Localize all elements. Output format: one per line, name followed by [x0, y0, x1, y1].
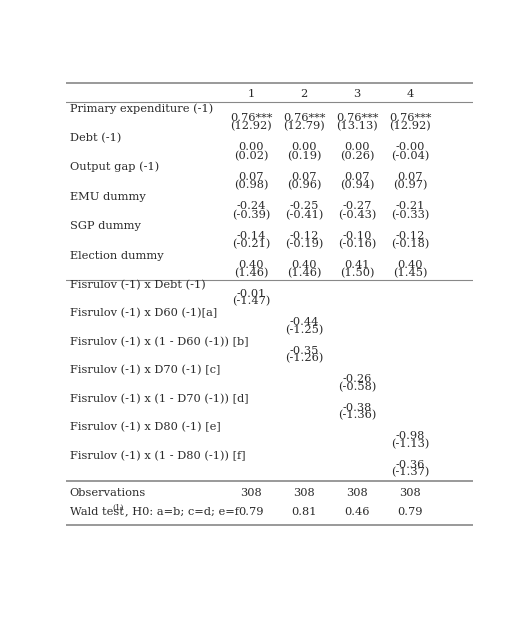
Text: (-0.41): (-0.41)	[285, 210, 323, 220]
Text: -0.21: -0.21	[396, 201, 425, 211]
Text: Fisrulov (-1) x (1 - D70 (-1)) [d]: Fisrulov (-1) x (1 - D70 (-1)) [d]	[70, 394, 248, 404]
Text: (13.13): (13.13)	[336, 121, 378, 131]
Text: -0.24: -0.24	[237, 201, 266, 211]
Text: -0.38: -0.38	[342, 402, 372, 413]
Text: Debt (-1): Debt (-1)	[70, 133, 121, 143]
Text: 0.76***: 0.76***	[389, 113, 431, 123]
Text: (-0.33): (-0.33)	[391, 210, 429, 220]
Text: Fisrulov (-1) x D80 (-1) [e]: Fisrulov (-1) x D80 (-1) [e]	[70, 422, 220, 433]
Text: 308: 308	[240, 487, 262, 497]
Text: -0.12: -0.12	[396, 231, 425, 241]
Text: (0.97): (0.97)	[393, 180, 428, 191]
Text: (-0.18): (-0.18)	[391, 239, 429, 249]
Text: 0.46: 0.46	[345, 507, 370, 516]
Text: (-0.43): (-0.43)	[338, 210, 377, 220]
Text: 0.40: 0.40	[398, 260, 423, 270]
Text: 3: 3	[353, 89, 361, 99]
Text: (1.50): (1.50)	[340, 268, 375, 279]
Text: Observations: Observations	[70, 487, 146, 497]
Text: Primary expenditure (-1): Primary expenditure (-1)	[70, 103, 213, 114]
Text: -0.44: -0.44	[289, 317, 319, 327]
Text: (-0.58): (-0.58)	[338, 381, 377, 392]
Text: (0.02): (0.02)	[234, 151, 268, 161]
Text: 2: 2	[300, 89, 308, 99]
Text: (12.79): (12.79)	[284, 121, 325, 131]
Text: (12.92): (12.92)	[230, 121, 272, 131]
Text: (-1.26): (-1.26)	[285, 353, 323, 363]
Text: -0.35: -0.35	[289, 346, 319, 355]
Text: -0.01: -0.01	[237, 289, 266, 299]
Text: 0.07: 0.07	[345, 172, 370, 181]
Text: 308: 308	[399, 487, 421, 497]
Text: 0.00: 0.00	[345, 142, 370, 152]
Text: , H0: a=b; c=d; e=f: , H0: a=b; c=d; e=f	[125, 507, 239, 516]
Text: -0.10: -0.10	[342, 231, 372, 241]
Text: Fisrulov (-1) x Debt (-1): Fisrulov (-1) x Debt (-1)	[70, 280, 206, 290]
Text: 308: 308	[346, 487, 368, 497]
Text: -0.27: -0.27	[342, 201, 372, 211]
Text: -0.00: -0.00	[396, 142, 425, 152]
Text: (-0.16): (-0.16)	[338, 239, 377, 249]
Text: (0.96): (0.96)	[287, 180, 321, 191]
Text: -0.26: -0.26	[342, 374, 372, 384]
Text: 1: 1	[248, 89, 255, 99]
Text: Fisrulov (-1) x D60 (-1)[a]: Fisrulov (-1) x D60 (-1)[a]	[70, 308, 217, 318]
Text: (-0.21): (-0.21)	[232, 239, 270, 249]
Text: 0.79: 0.79	[238, 507, 264, 516]
Text: (-1.25): (-1.25)	[285, 325, 323, 335]
Text: -0.36: -0.36	[396, 460, 425, 470]
Text: 0.81: 0.81	[291, 507, 317, 516]
Text: (12.92): (12.92)	[389, 121, 431, 131]
Text: 0.41: 0.41	[345, 260, 370, 270]
Text: 0.00: 0.00	[238, 142, 264, 152]
Text: Wald test: Wald test	[70, 507, 124, 516]
Text: 0.76***: 0.76***	[336, 113, 378, 123]
Text: -0.14: -0.14	[237, 231, 266, 241]
Text: 0.40: 0.40	[238, 260, 264, 270]
Text: Election dummy: Election dummy	[70, 251, 164, 260]
Text: (0.19): (0.19)	[287, 151, 321, 161]
Text: SGP dummy: SGP dummy	[70, 221, 140, 231]
Text: 4: 4	[407, 89, 414, 99]
Text: (0.94): (0.94)	[340, 180, 375, 191]
Text: (-0.04): (-0.04)	[391, 151, 429, 161]
Text: 0.76***: 0.76***	[283, 113, 326, 123]
Text: (0.26): (0.26)	[340, 151, 375, 161]
Text: 0.07: 0.07	[291, 172, 317, 181]
Text: (-1.37): (-1.37)	[391, 467, 429, 478]
Text: 0.07: 0.07	[238, 172, 264, 181]
Text: (0.98): (0.98)	[234, 180, 268, 191]
Text: (1): (1)	[113, 504, 124, 511]
Text: (1.46): (1.46)	[234, 268, 268, 279]
Text: EMU dummy: EMU dummy	[70, 192, 146, 202]
Text: -0.25: -0.25	[289, 201, 319, 211]
Text: (-1.36): (-1.36)	[338, 410, 377, 420]
Text: 0.40: 0.40	[291, 260, 317, 270]
Text: 308: 308	[294, 487, 315, 497]
Text: 0.07: 0.07	[398, 172, 423, 181]
Text: Fisrulov (-1) x D70 (-1) [c]: Fisrulov (-1) x D70 (-1) [c]	[70, 365, 220, 376]
Text: (-0.19): (-0.19)	[285, 239, 323, 249]
Text: (-1.47): (-1.47)	[232, 296, 270, 306]
Text: -0.12: -0.12	[289, 231, 319, 241]
Text: 0.00: 0.00	[291, 142, 317, 152]
Text: (-0.39): (-0.39)	[232, 210, 270, 220]
Text: 0.79: 0.79	[398, 507, 423, 516]
Text: 0.76***: 0.76***	[230, 113, 272, 123]
Text: Fisrulov (-1) x (1 - D60 (-1)) [b]: Fisrulov (-1) x (1 - D60 (-1)) [b]	[70, 337, 248, 347]
Text: -0.98: -0.98	[396, 431, 425, 441]
Text: (1.46): (1.46)	[287, 268, 321, 279]
Text: Fisrulov (-1) x (1 - D80 (-1)) [f]: Fisrulov (-1) x (1 - D80 (-1)) [f]	[70, 451, 246, 461]
Text: Output gap (-1): Output gap (-1)	[70, 162, 159, 172]
Text: (1.45): (1.45)	[393, 268, 428, 279]
Text: (-1.13): (-1.13)	[391, 439, 429, 449]
